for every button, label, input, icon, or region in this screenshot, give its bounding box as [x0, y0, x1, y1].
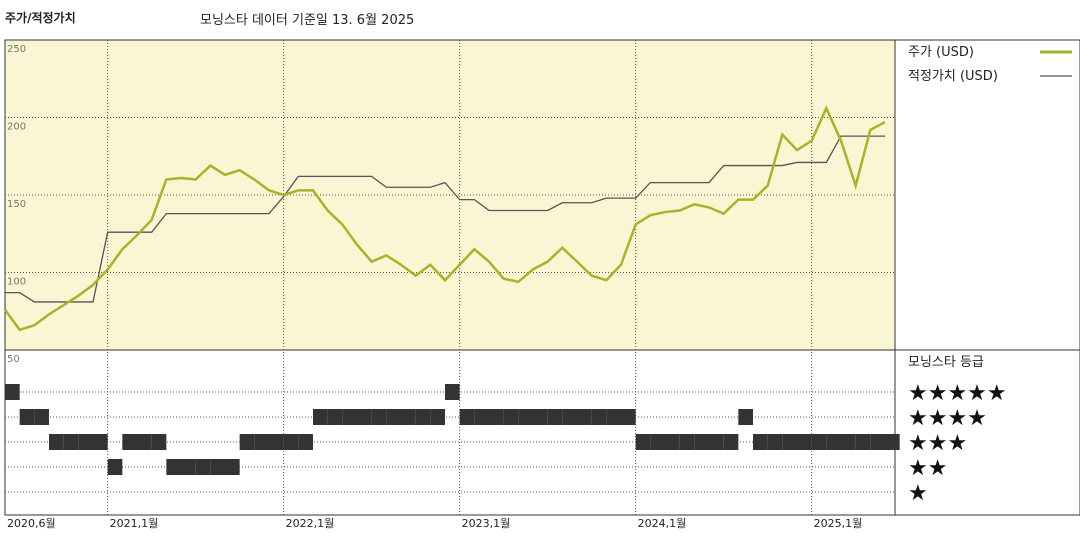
rating-bar: [254, 434, 269, 450]
rating-bar: [459, 409, 475, 425]
rating-bar: [122, 434, 137, 450]
rating-bar: [489, 409, 504, 425]
rating-bar: [151, 434, 167, 450]
price-line: [3, 105, 886, 332]
rating-bar: [503, 409, 519, 425]
rating-bar: [709, 434, 724, 450]
x-tick-label: 2021,1월: [110, 517, 159, 530]
rating-bar: [371, 409, 387, 425]
rating-bar: [298, 434, 313, 450]
rating-bar: [606, 409, 621, 425]
rating-bar: [518, 409, 533, 425]
rating-bar: [93, 434, 108, 450]
rating-bar: [269, 434, 284, 450]
rating-row-label: ★★★: [908, 431, 967, 456]
rating-bar: [767, 434, 783, 450]
rating-bar: [723, 434, 739, 450]
frame: [4, 39, 1080, 516]
rating-bar: [386, 409, 401, 425]
rating-bar: [797, 434, 812, 450]
rating-bar: [826, 434, 841, 450]
legend-label: 적정가치 (USD): [908, 69, 998, 84]
rating-bar: [753, 434, 768, 450]
rating-bar: [5, 384, 20, 400]
chart-subtitle: 모닝스타 데이터 기준일 13. 6월 2025: [200, 13, 414, 28]
rating-bar: [591, 409, 607, 425]
x-tick-label: 2022,1월: [286, 517, 335, 530]
ratings-title: 모닝스타 등급: [908, 355, 984, 370]
rating-bar: [547, 409, 563, 425]
rating-bar: [782, 434, 797, 450]
rating-bar: [650, 434, 665, 450]
rating-bar: [577, 409, 592, 425]
rating-bar: [327, 409, 343, 425]
rating-bar: [34, 409, 49, 425]
rating-bar: [679, 434, 695, 450]
rating-bar: [78, 434, 93, 450]
x-tick-label: 2023,1월: [462, 517, 511, 530]
x-tick-label: 2024,1월: [638, 517, 687, 530]
y-tick-label: 100: [7, 277, 26, 288]
rating-bar: [738, 409, 753, 425]
rating-bar: [210, 459, 225, 475]
rating-bar: [107, 459, 123, 475]
rating-bar: [225, 459, 240, 475]
rating-row-label: ★★★★★: [908, 381, 1007, 406]
rating-bar: [562, 409, 577, 425]
rating-bar: [621, 409, 636, 425]
rating-bar: [195, 459, 211, 475]
y-tick-label: 150: [7, 199, 26, 210]
rating-bar: [357, 409, 372, 425]
fair-value-line: [5, 135, 885, 303]
rating-bar: [401, 409, 416, 425]
rating-bar: [166, 459, 181, 475]
rating-bar: [283, 434, 299, 450]
rating-bar: [841, 434, 856, 450]
y-tick-label: 200: [7, 122, 26, 133]
rating-bar: [49, 434, 64, 450]
y-tick-label: 50: [7, 354, 20, 365]
chart-title: 주가/적정가치: [5, 10, 76, 25]
rating-bar: [665, 434, 680, 450]
rating-bar: [474, 409, 489, 425]
rating-bar: [137, 434, 152, 450]
rating-bar: [870, 434, 885, 450]
rating-row-label: ★: [908, 481, 928, 506]
y-tick-label: 250: [7, 44, 26, 55]
rating-bar: [19, 409, 35, 425]
rating-bar: [239, 434, 255, 450]
rating-bar: [533, 409, 548, 425]
rating-bar: [181, 459, 196, 475]
rating-bar: [313, 409, 328, 425]
x-tick-label: 2025,1월: [814, 517, 863, 530]
rating-bar: [635, 434, 651, 450]
rating-bar: [811, 434, 827, 450]
legend-label: 주가 (USD): [908, 45, 974, 60]
rating-bar: [855, 434, 871, 450]
rating-bar: [445, 384, 460, 400]
rating-row-label: ★★★★: [908, 406, 987, 431]
rating-bar: [415, 409, 431, 425]
rating-bar: [63, 434, 79, 450]
rating-row-label: ★★: [908, 456, 947, 481]
rating-bar: [342, 409, 357, 425]
rating-bar: [885, 434, 900, 450]
rating-bar: [694, 434, 709, 450]
x-tick-label: 2020,6월: [7, 517, 56, 530]
rating-bar: [430, 409, 445, 425]
